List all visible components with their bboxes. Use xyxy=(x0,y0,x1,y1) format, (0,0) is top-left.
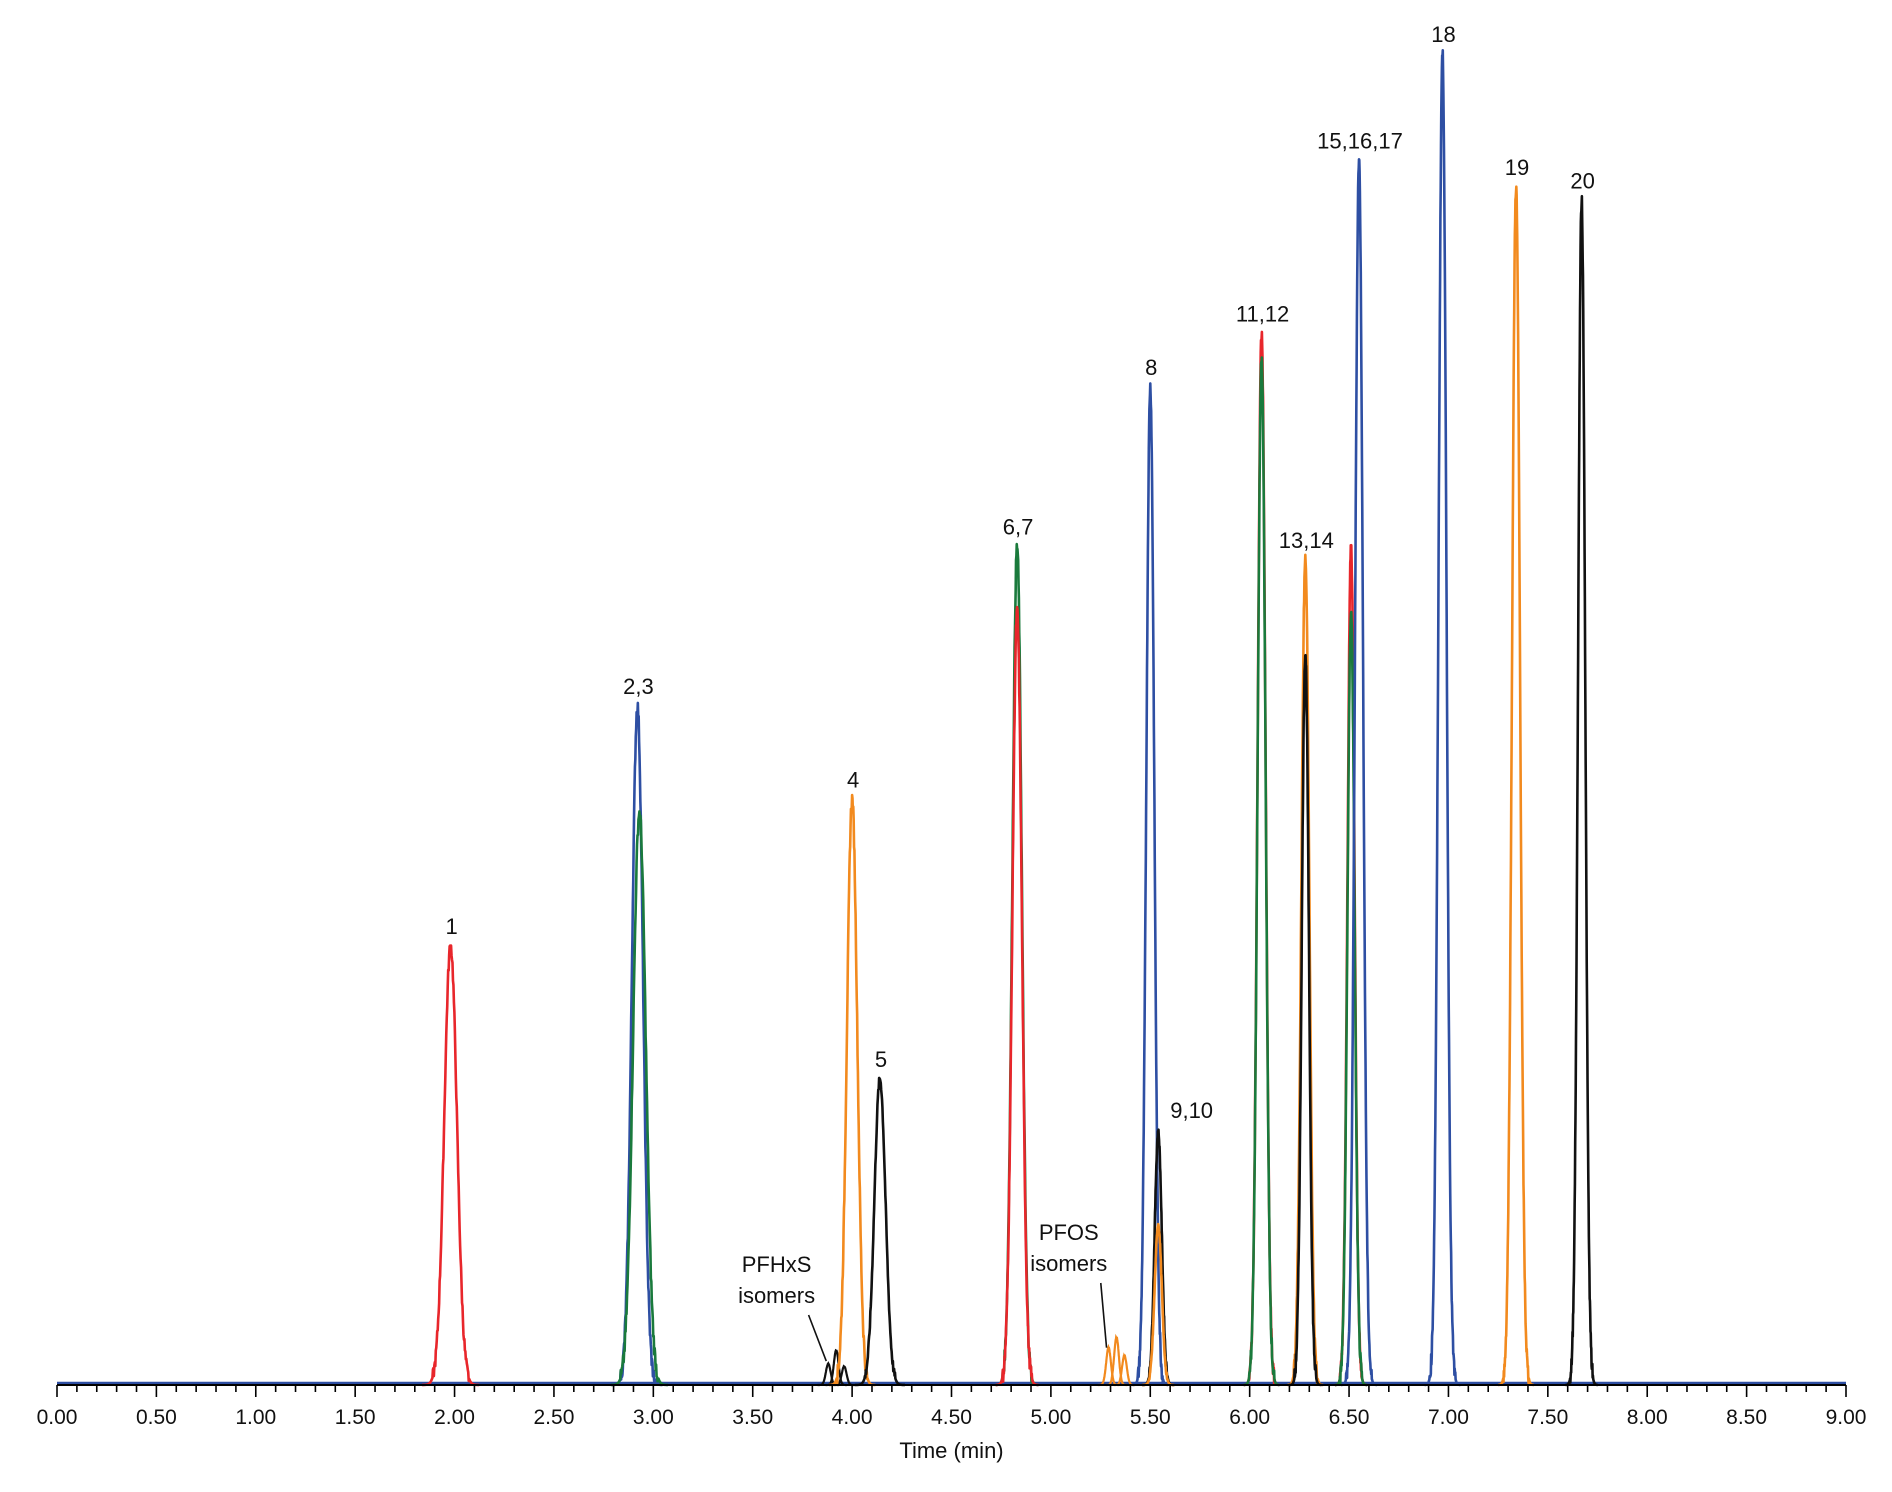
peak-labels: 1 2,3 4 5 6,7 8 9,10 11,12 13,14 15,16,17 18 19 20 xyxy=(445,22,1594,1123)
peak-trace-0 xyxy=(421,944,481,1387)
peak-trace-16 xyxy=(1340,157,1378,1387)
annotation-leader-line xyxy=(807,1314,828,1362)
peak-label: 13,14 xyxy=(1279,528,1334,553)
x-tick-label: 1.00 xyxy=(235,1406,276,1429)
peak-label: 19 xyxy=(1505,155,1529,180)
annotation-leader-line xyxy=(1099,1282,1108,1348)
isomer-annotation-text: isomers xyxy=(738,1283,815,1308)
chromatogram-traces xyxy=(57,49,1846,1387)
peak-label: 6,7 xyxy=(1003,514,1034,539)
x-tick-label: 0.50 xyxy=(136,1406,177,1429)
peak-label: 15,16,17 xyxy=(1317,128,1403,153)
isomer-annotation-text: isomers xyxy=(1030,1251,1107,1276)
peak-trace-17 xyxy=(1423,49,1462,1387)
x-tick-label: 7.50 xyxy=(1527,1406,1568,1429)
peak-label: 8 xyxy=(1145,355,1157,380)
peak-trace-1 xyxy=(611,701,664,1387)
peak-trace-11 xyxy=(1242,356,1281,1387)
peak-trace-6 xyxy=(994,605,1040,1387)
peak-trace-18 xyxy=(1497,185,1535,1387)
isomer-trace-1-2 xyxy=(1113,1352,1136,1387)
x-tick-label: 3.50 xyxy=(732,1406,773,1429)
x-tick-label: 3.00 xyxy=(633,1406,674,1429)
x-tick-label: 8.00 xyxy=(1627,1406,1668,1429)
x-axis-title: Time (min) xyxy=(899,1438,1003,1463)
peak-label: 5 xyxy=(875,1047,887,1072)
isomer-annotation-text: PFOS xyxy=(1039,1220,1099,1245)
isomer-annotation-text: PFHxS xyxy=(742,1252,812,1277)
x-tick-label: 2.00 xyxy=(434,1406,475,1429)
x-tick-label: 6.00 xyxy=(1229,1406,1270,1429)
peak-trace-2 xyxy=(609,810,669,1387)
peak-label: 4 xyxy=(847,767,859,792)
peak-trace-9 xyxy=(1141,1222,1176,1387)
x-tick-label: 4.00 xyxy=(832,1406,873,1429)
peak-label: 9,10 xyxy=(1170,1098,1213,1123)
peak-trace-15 xyxy=(1333,610,1369,1387)
peak-trace-3 xyxy=(827,793,877,1387)
peak-label: 20 xyxy=(1570,168,1594,193)
x-tick-label: 8.50 xyxy=(1726,1406,1767,1429)
x-tick-label: 5.50 xyxy=(1130,1406,1171,1429)
x-tick-label: 9.00 xyxy=(1826,1406,1867,1429)
x-tick-label: 2.50 xyxy=(534,1406,575,1429)
peak-label: 2,3 xyxy=(623,674,654,699)
peak-label: 11,12 xyxy=(1236,302,1289,327)
peak-trace-7 xyxy=(1131,382,1170,1387)
x-tick-label: 1.50 xyxy=(335,1406,376,1429)
peak-trace-19 xyxy=(1564,194,1599,1387)
peak-trace-10 xyxy=(1242,330,1281,1387)
x-tick-label: 0.00 xyxy=(37,1406,78,1429)
x-tick-label: 6.50 xyxy=(1329,1406,1370,1429)
peak-trace-13 xyxy=(1288,653,1323,1387)
x-axis: 0.00 0.50 1.00 1.50 2.00 2.50 3.00 3.50 4.00 4.50… xyxy=(37,1384,1867,1429)
x-tick-label: 7.00 xyxy=(1428,1406,1469,1429)
x-tick-label: 4.50 xyxy=(931,1406,972,1429)
isomer-annotations: PFHxS isomers PFOS isomers xyxy=(738,1220,1108,1362)
peak-label: 18 xyxy=(1431,22,1455,47)
peak-label: 1 xyxy=(445,914,457,939)
isomer-trace-1-0 xyxy=(1097,1343,1120,1387)
peak-trace-4 xyxy=(854,1076,906,1387)
x-tick-label: 5.00 xyxy=(1030,1406,1071,1429)
